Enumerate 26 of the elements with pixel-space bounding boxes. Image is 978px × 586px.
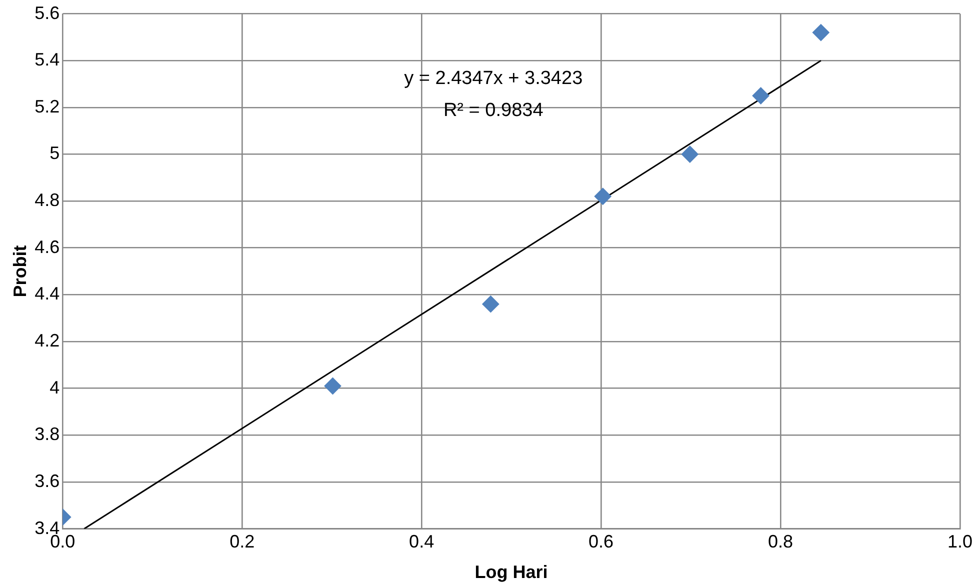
point [752, 87, 770, 104]
x-tick-label: 0.2 [230, 532, 255, 552]
y-tick-label: 3.8 [34, 424, 60, 444]
annotation: y = 2.4347x + 3.3423 [404, 68, 583, 90]
y-tick-label: 4.6 [34, 236, 60, 257]
y-tick-label: 5.4 [34, 50, 60, 70]
annotation: R² = 0.9834 [443, 100, 544, 122]
x-axis-title: Log Hari [474, 562, 548, 582]
y-tick-label: 3.6 [34, 470, 60, 491]
y-tick-label: 5.2 [34, 96, 60, 116]
point [812, 24, 830, 42]
y-tick-label: 4.4 [34, 284, 60, 304]
point [594, 188, 612, 205]
point [681, 146, 698, 163]
y-tick-label: 4.8 [34, 190, 60, 210]
x-tick-label: 1.0 [947, 532, 973, 552]
y-tick-label: 4.2 [34, 330, 60, 350]
x-tick-label: 0.8 [768, 532, 794, 552]
point [482, 296, 500, 313]
y-axis-title: Probit [10, 245, 30, 298]
y-tick-label: 5.6 [34, 2, 60, 23]
y-tick-label: 4 [50, 377, 60, 398]
point [324, 378, 342, 395]
y-tick-label: 5 [50, 143, 60, 164]
x-tick-label: 0.4 [409, 532, 434, 552]
x-tick-label: 0.6 [588, 532, 614, 552]
